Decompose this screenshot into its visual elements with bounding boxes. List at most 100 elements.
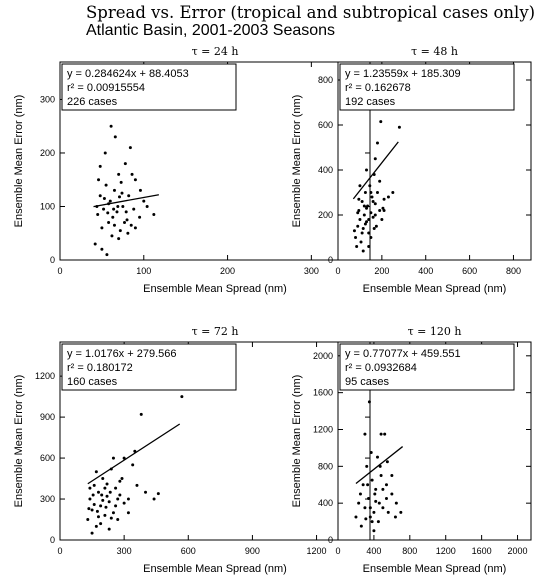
data-point [109, 516, 113, 520]
data-point [370, 520, 374, 524]
data-point [366, 483, 370, 487]
panel-title: τ = 48 h [411, 45, 458, 58]
data-point [376, 520, 380, 524]
data-point [354, 236, 358, 239]
panel-title: τ = 24 h [192, 45, 239, 58]
data-point [381, 506, 385, 510]
data-point [369, 451, 373, 455]
data-point [100, 247, 104, 251]
data-point [114, 486, 118, 490]
data-point [112, 223, 116, 227]
x-tick-label: 900 [245, 546, 260, 556]
data-point [96, 490, 100, 494]
x-tick-label: 1200 [307, 546, 327, 556]
data-point [358, 492, 362, 496]
data-point [370, 478, 374, 482]
data-point [110, 234, 114, 238]
data-point [138, 215, 142, 219]
data-point [105, 482, 109, 486]
data-point [108, 490, 112, 494]
y-tick-label: 200 [318, 210, 333, 220]
data-point [180, 395, 184, 399]
data-point [107, 500, 111, 504]
plot-frame [59, 341, 371, 541]
data-point [91, 493, 95, 497]
data-point [104, 505, 108, 509]
data-point [99, 522, 103, 526]
data-point [100, 493, 104, 497]
data-point [357, 209, 361, 212]
data-point [118, 479, 122, 483]
y-tick-label: 0 [328, 255, 333, 265]
data-point [358, 184, 362, 188]
data-point [116, 497, 120, 501]
data-point [381, 206, 385, 210]
case-count: 160 cases [67, 376, 118, 388]
regression-line [87, 423, 181, 485]
data-point [112, 207, 116, 211]
regression-line [355, 446, 404, 484]
data-point [393, 515, 397, 519]
data-point [361, 483, 365, 487]
fit-equation: y = 0.77077x + 459.551 [345, 348, 461, 360]
x-tick-label: 1200 [436, 546, 456, 556]
case-count: 226 cases [67, 96, 118, 108]
data-point [135, 483, 139, 487]
data-point [156, 492, 160, 496]
panel-title: τ = 72 h [192, 325, 239, 338]
y-tick-label: 2000 [313, 351, 333, 361]
data-point [369, 236, 373, 239]
data-point [122, 456, 126, 460]
x-tick-label: 0 [57, 266, 62, 276]
data-point [358, 218, 362, 221]
data-point [120, 191, 124, 195]
data-point [152, 497, 156, 501]
y-tick-label: 300 [40, 494, 55, 504]
data-point [106, 211, 110, 215]
data-point [88, 486, 92, 490]
data-point [102, 207, 106, 211]
y-tick-label: 0 [50, 255, 55, 265]
x-tick-label: 100 [136, 266, 151, 276]
data-point [355, 245, 359, 248]
y-axis-label: Ensemble Mean Error (nm) [13, 95, 25, 228]
data-point [377, 501, 381, 505]
data-point [125, 218, 129, 222]
data-point [379, 120, 383, 124]
chart-panel-2: τ = 48 h 0 200 400 600 800 0 200 400 600 800 Ensemb… [291, 45, 532, 295]
data-point [363, 432, 367, 436]
data-point [111, 215, 115, 219]
x-tick-label: 300 [304, 266, 319, 276]
data-point [368, 184, 372, 188]
chart-panel-1: τ = 24 h 0 100 200 300 0 100 200 300 Ensemble Mea… [13, 45, 371, 295]
data-point [94, 524, 98, 528]
annotation-box [61, 63, 237, 111]
x-tick-label: 300 [117, 546, 132, 556]
data-point [111, 456, 115, 460]
data-point [126, 497, 130, 501]
data-point [367, 218, 371, 221]
data-point [381, 487, 385, 491]
r-squared: r² = 0.180172 [67, 362, 133, 374]
data-point [361, 249, 365, 253]
data-point [373, 492, 377, 496]
data-point [372, 227, 376, 230]
data-point [145, 204, 149, 208]
data-point [386, 195, 390, 199]
y-tick-label: 800 [318, 461, 333, 471]
data-point [361, 227, 365, 230]
data-point [120, 477, 124, 481]
y-tick-label: 1600 [313, 388, 333, 398]
regression-line [93, 194, 159, 208]
data-point [90, 508, 94, 512]
y-axis-label: Ensemble Mean Error (nm) [13, 375, 25, 508]
plot-frame [337, 61, 532, 261]
data-point [123, 162, 127, 166]
data-point [94, 470, 98, 474]
data-point [357, 501, 361, 505]
data-point [111, 511, 115, 515]
data-point [375, 455, 379, 459]
x-tick-label: 0 [57, 546, 62, 556]
data-point [363, 506, 367, 510]
annotation-box [339, 63, 515, 111]
